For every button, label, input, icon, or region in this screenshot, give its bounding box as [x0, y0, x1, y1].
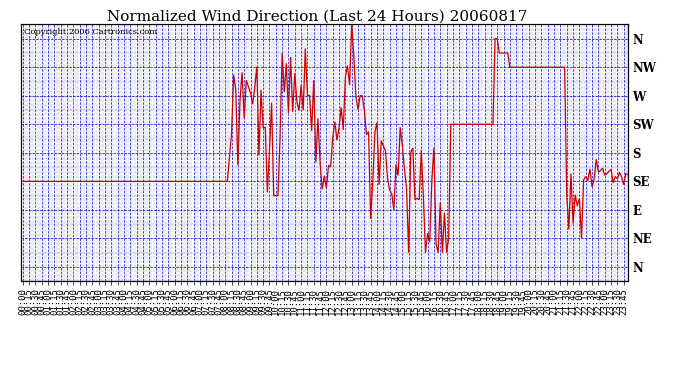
Text: Copyright 2006 Cartronics.com: Copyright 2006 Cartronics.com [23, 28, 157, 36]
Text: Normalized Wind Direction (Last 24 Hours) 20060817: Normalized Wind Direction (Last 24 Hours… [107, 9, 528, 23]
